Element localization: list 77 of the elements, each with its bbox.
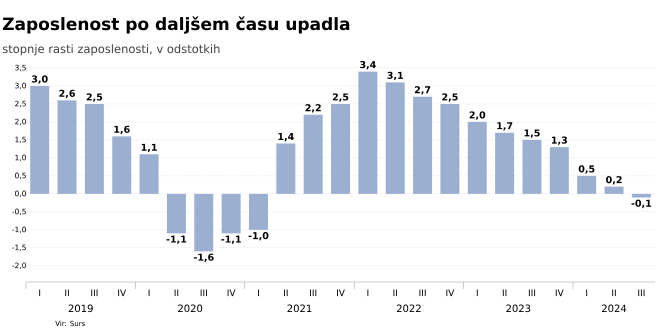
x-tick-label: II xyxy=(65,290,69,296)
data-label: 1,6 xyxy=(114,126,130,134)
text: 2021 xyxy=(288,304,312,312)
chart-title: Zaposlenost po daljšem času upadla xyxy=(2,16,350,34)
bar xyxy=(194,194,214,252)
data-label: 2,6 xyxy=(59,90,75,98)
text: 2023 xyxy=(506,304,530,312)
bar xyxy=(550,147,569,194)
x-tick-label: II xyxy=(502,290,506,296)
data-label: 0,2 xyxy=(606,176,622,184)
chart-subtitle: stopnje rasti zaposlenosti, v odstotkih xyxy=(2,44,220,56)
data-label: -1,0 xyxy=(248,232,268,240)
bar xyxy=(413,96,432,194)
bar xyxy=(440,104,460,194)
x-tick-label: IV xyxy=(337,290,345,296)
x-tick-label: III xyxy=(638,290,644,296)
bar xyxy=(248,194,268,230)
data-label: 1,5 xyxy=(524,129,540,138)
data-label: 1,1 xyxy=(142,144,157,152)
x-tick-label: IV xyxy=(118,290,126,296)
bar xyxy=(30,86,50,194)
x-tick-label: I xyxy=(476,290,478,296)
data-label: 2,5 xyxy=(332,93,348,102)
bar xyxy=(577,176,596,194)
data-label: 3,4 xyxy=(360,60,376,70)
data-label: 2,2 xyxy=(306,104,321,113)
data-label: 2,5 xyxy=(442,93,458,102)
bar xyxy=(632,194,651,198)
x-tick-label: III xyxy=(91,290,98,296)
bar xyxy=(358,72,378,194)
x-tick-label: IV xyxy=(446,290,454,296)
x-tick-label: I xyxy=(586,290,588,296)
text: 2020 xyxy=(178,304,202,312)
bar xyxy=(276,144,296,194)
x-tick-label: III xyxy=(310,290,316,296)
bar xyxy=(222,194,241,234)
bar xyxy=(604,186,624,194)
bar xyxy=(166,194,186,234)
x-tick-label: III xyxy=(200,290,207,296)
x-tick-label: I xyxy=(39,290,40,296)
data-label: 0,5 xyxy=(578,165,594,174)
bar xyxy=(386,82,405,194)
data-label: 1,7 xyxy=(497,122,512,131)
x-tick-label: I xyxy=(148,290,150,296)
data-label: 2,5 xyxy=(86,93,102,102)
bar xyxy=(112,136,132,194)
bar xyxy=(468,122,487,194)
text: 2019 xyxy=(68,304,93,312)
x-tick-label: III xyxy=(528,290,536,296)
x-tick-label: II xyxy=(612,290,616,296)
x-tick-label: II xyxy=(284,290,288,296)
data-label: 3,0 xyxy=(32,75,48,84)
x-tick-label: I xyxy=(258,290,259,296)
data-label: 2,0 xyxy=(470,111,486,120)
x-tick-label: IV xyxy=(556,290,564,296)
data-label: 1,4 xyxy=(278,133,294,142)
bar xyxy=(304,114,323,194)
data-label: 2,7 xyxy=(414,86,430,95)
bar xyxy=(140,154,159,194)
text: 2022 xyxy=(396,304,421,312)
x-tick-label: IV xyxy=(228,290,236,296)
bar xyxy=(58,100,77,194)
data-label: 1,3 xyxy=(552,136,567,145)
data-label: -1,1 xyxy=(166,236,186,244)
x-tick-label: II xyxy=(174,290,178,296)
data-label: -1,6 xyxy=(194,254,214,262)
text: 2024 xyxy=(602,304,626,312)
bar xyxy=(84,104,104,194)
data-label: -0,1 xyxy=(632,200,652,208)
x-tick-label: III xyxy=(419,290,426,296)
bar xyxy=(331,104,350,194)
data-label: -1,1 xyxy=(221,236,241,244)
data-label: 3,1 xyxy=(387,72,403,80)
bar xyxy=(495,132,514,194)
x-tick-label: I xyxy=(367,290,368,296)
bar xyxy=(522,140,542,194)
x-tick-label: II xyxy=(393,290,397,296)
